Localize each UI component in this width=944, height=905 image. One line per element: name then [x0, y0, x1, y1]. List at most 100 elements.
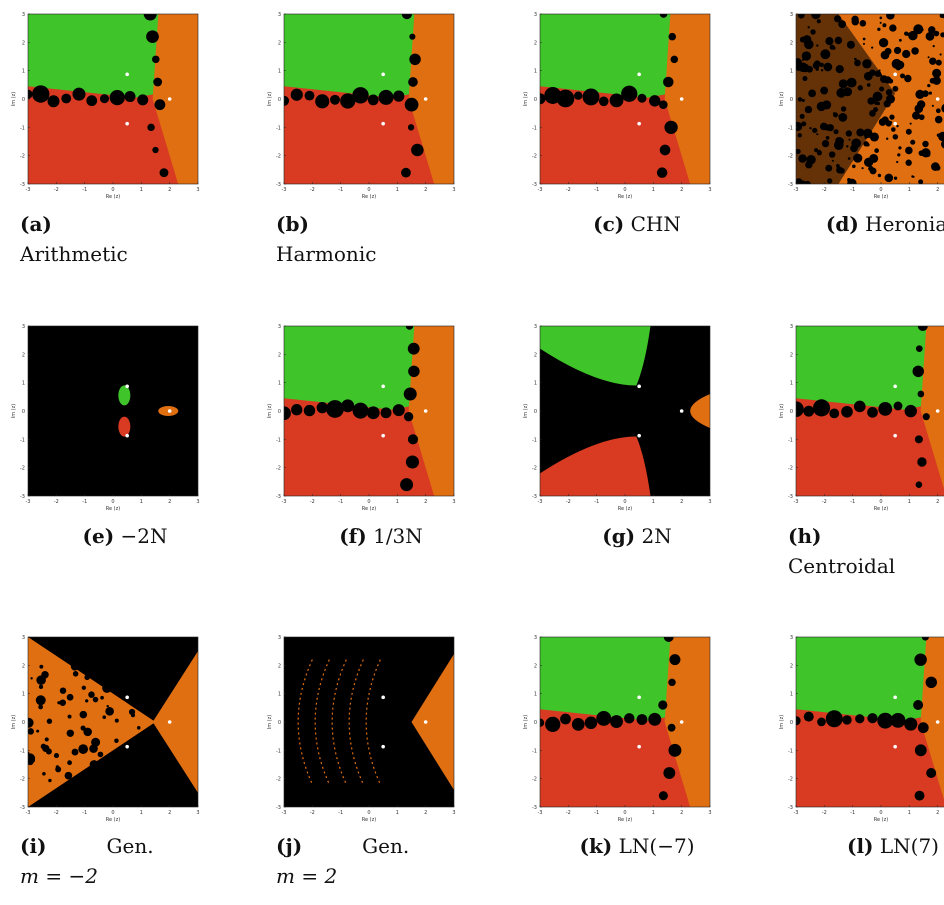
x-tick-label: -3 — [794, 187, 799, 193]
caption-e: (e) −2N — [40, 521, 210, 551]
x-tick-label: 0 — [367, 810, 370, 816]
x-tick-label: -1 — [850, 187, 855, 193]
x-tick-label: -3 — [794, 810, 799, 816]
y-tick-label: 2 — [790, 352, 793, 358]
y-tick-label: 3 — [534, 635, 537, 641]
y-tick-label: 1 — [278, 381, 281, 387]
x-axis-label: Re (z) — [362, 506, 376, 512]
x-axis-label: Re (z) — [362, 817, 376, 823]
y-tick-label: 0 — [22, 720, 25, 726]
x-tick-label: 3 — [708, 187, 711, 193]
x-tick-label: -2 — [54, 187, 59, 193]
caption-text: Gen. — [362, 834, 410, 858]
caption-text: Heronian — [865, 212, 944, 236]
caption-letter: (c) — [593, 212, 625, 236]
panel-b: -3 -3 -2 -2 -1 -1 0 0 1 1 2 2 3 3 Re (z) Im (z) — [262, 12, 472, 210]
y-tick-label: 2 — [278, 40, 281, 46]
root-marker — [893, 384, 897, 389]
x-tick-label: -3 — [282, 187, 287, 193]
y-axis-label: Im (z) — [523, 404, 529, 419]
x-tick-label: -1 — [594, 187, 599, 193]
y-tick-label: -3 — [276, 805, 281, 811]
y-tick-label: 2 — [534, 663, 537, 669]
root-marker — [381, 695, 385, 700]
y-tick-label: 3 — [534, 324, 537, 330]
root-marker — [423, 97, 428, 101]
root-marker — [637, 72, 641, 77]
x-tick-label: 0 — [879, 810, 882, 816]
x-tick-label: 1 — [396, 499, 399, 505]
x-tick-label: 1 — [140, 499, 143, 505]
basin-plot-a: -3-3 -2 -2 -1 -1 0 0 1 1 2 2 3 3 Re (z) Im (z) — [11, 12, 200, 200]
y-tick-label: 0 — [790, 409, 793, 415]
root-marker — [125, 384, 129, 389]
y-axis-label: Im (z) — [267, 715, 273, 730]
x-tick-label: -1 — [82, 187, 87, 193]
y-tick-label: -2 — [532, 777, 537, 783]
y-tick-label: 2 — [22, 663, 25, 669]
y-tick-label: 0 — [22, 409, 25, 415]
caption-letter: (i) — [20, 834, 47, 858]
caption-text: Arithmetic — [20, 242, 128, 266]
root-marker — [381, 72, 385, 77]
y-tick-label: 1 — [22, 692, 25, 698]
x-tick-label: 0 — [111, 499, 114, 505]
y-tick-label: -2 — [276, 466, 281, 472]
x-tick-label: -3 — [794, 499, 799, 505]
caption-text: 1/3N — [373, 524, 423, 548]
caption-i: (i) Gen. m = −2 — [20, 831, 170, 891]
y-tick-label: 1 — [790, 381, 793, 387]
x-tick-label: 2 — [936, 187, 939, 193]
y-axis-label: Im (z) — [779, 92, 785, 107]
y-tick-label: 3 — [790, 324, 793, 330]
y-tick-label: 3 — [22, 12, 25, 18]
x-tick-label: 2 — [168, 187, 171, 193]
x-tick-label: 2 — [424, 499, 427, 505]
y-axis-label: Im (z) — [523, 92, 529, 107]
y-tick-label: -1 — [788, 748, 793, 754]
x-axis-label: Re (z) — [106, 194, 120, 200]
y-tick-label: 0 — [278, 97, 281, 103]
root-marker — [637, 433, 641, 438]
caption-letter: (f) — [339, 524, 367, 548]
x-tick-label: 3 — [452, 499, 455, 505]
x-tick-label: 2 — [168, 810, 171, 816]
y-tick-label: -1 — [276, 125, 281, 131]
y-tick-label: 0 — [22, 97, 25, 103]
y-tick-label: -2 — [20, 777, 25, 783]
x-tick-label: 0 — [879, 499, 882, 505]
x-tick-label: 1 — [396, 187, 399, 193]
x-tick-label: -3 — [26, 499, 31, 505]
y-tick-label: -2 — [276, 154, 281, 160]
caption-j: (j) Gen. m = 2 — [276, 831, 426, 891]
y-tick-label: 3 — [790, 12, 793, 18]
x-tick-label: 0 — [111, 810, 114, 816]
x-tick-label: 2 — [680, 187, 683, 193]
y-tick-label: 1 — [790, 69, 793, 75]
x-tick-label: -2 — [54, 810, 59, 816]
y-tick-label: 2 — [790, 40, 793, 46]
root-marker — [893, 72, 897, 77]
x-tick-label: -3 — [538, 187, 543, 193]
y-tick-label: 1 — [534, 692, 537, 698]
x-tick-label: 3 — [452, 187, 455, 193]
caption-k: (k) LN(−7) — [552, 831, 722, 861]
x-axis-label: Re (z) — [874, 194, 888, 200]
y-tick-label: -1 — [276, 748, 281, 754]
root-marker — [167, 720, 172, 724]
root-marker — [893, 121, 897, 126]
caption-letter: (l) — [846, 834, 874, 858]
caption-letter: (h) — [788, 524, 822, 548]
x-tick-label: -2 — [822, 810, 827, 816]
basin-plot-i: -3-3 -2 -2 -1 -1 0 0 1 1 2 2 3 3 Re (z) Im (z) — [11, 635, 200, 823]
x-tick-label: 1 — [908, 187, 911, 193]
y-axis-label: Im (z) — [779, 404, 785, 419]
panel-i: -3 -3 -2 -2 -1 -1 0 0 1 1 2 2 3 3 Re (z) Im (z) — [6, 635, 216, 833]
x-tick-label: -2 — [822, 187, 827, 193]
x-tick-label: -3 — [26, 187, 31, 193]
y-axis-label: Im (z) — [11, 715, 17, 730]
x-tick-label: 0 — [623, 187, 626, 193]
